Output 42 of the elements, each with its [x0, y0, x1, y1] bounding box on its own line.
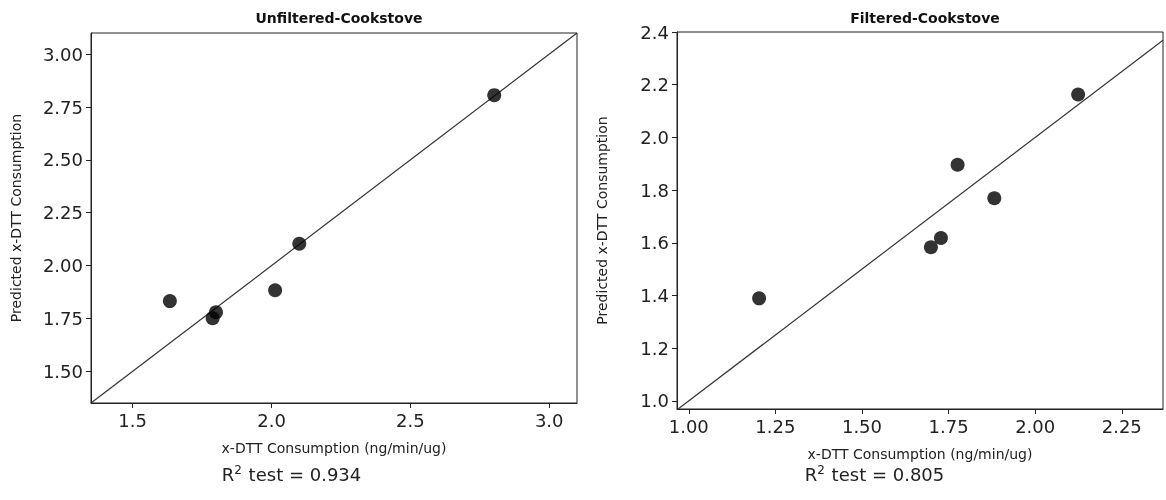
x-axis-title: x-DTT Consumption (ng/min/ug)	[221, 440, 447, 456]
point	[268, 283, 283, 298]
x-tick-label: 2.00	[1015, 415, 1056, 437]
y-tick-label: 1.8	[640, 179, 669, 201]
y-tick-label: 1.75	[42, 307, 83, 329]
y-tick-label: 1.50	[42, 360, 83, 382]
y-tick-label: 2.2	[640, 74, 669, 96]
y-tick-label: 3.00	[42, 43, 83, 65]
x-tick-label: 1.50	[841, 415, 883, 437]
point	[162, 294, 177, 309]
point	[923, 240, 938, 255]
y-tick-label: 1.2	[640, 337, 669, 359]
point	[1071, 87, 1086, 102]
y-axis-title: Predicted x-DTT Consumption	[594, 116, 610, 325]
x-axis-title: x-DTT Consumption (ng/min/ug)	[807, 446, 1033, 462]
x-tick-label: 1.75	[928, 415, 969, 437]
y-tick-label: 2.75	[42, 96, 83, 118]
x-tick-label: 1.00	[668, 415, 709, 437]
y-axis-title: Predicted x-DTT Consumption	[8, 113, 24, 323]
point	[205, 311, 220, 326]
y-tick-label: 2.50	[42, 149, 83, 171]
x-tick-label: 2.25	[1101, 415, 1142, 437]
chart-title: Unfiltered-Cookstove	[255, 10, 423, 26]
y-tick-label: 2.0	[640, 126, 669, 148]
y-tick-label: 1.6	[640, 232, 669, 254]
chart-title: Filtered-Cookstove	[850, 10, 1000, 26]
x-tick-label: 1.5	[118, 409, 147, 431]
point	[933, 231, 948, 246]
x-tick-label: 1.25	[755, 415, 796, 437]
y-tick-label: 2.25	[42, 202, 83, 224]
y-tick-label: 2.4	[640, 21, 669, 43]
x-tick-label: 3.0	[534, 409, 564, 431]
y-tick-label: 2.00	[42, 255, 83, 277]
x-tick-label: 2.0	[257, 409, 286, 431]
point	[752, 291, 767, 306]
x-tick-label: 2.5	[396, 409, 425, 431]
point	[487, 88, 502, 103]
point	[950, 157, 965, 172]
y-tick-label: 1.0	[640, 390, 669, 412]
point	[987, 191, 1002, 206]
point	[292, 236, 307, 251]
y-tick-label: 1.4	[640, 284, 669, 306]
